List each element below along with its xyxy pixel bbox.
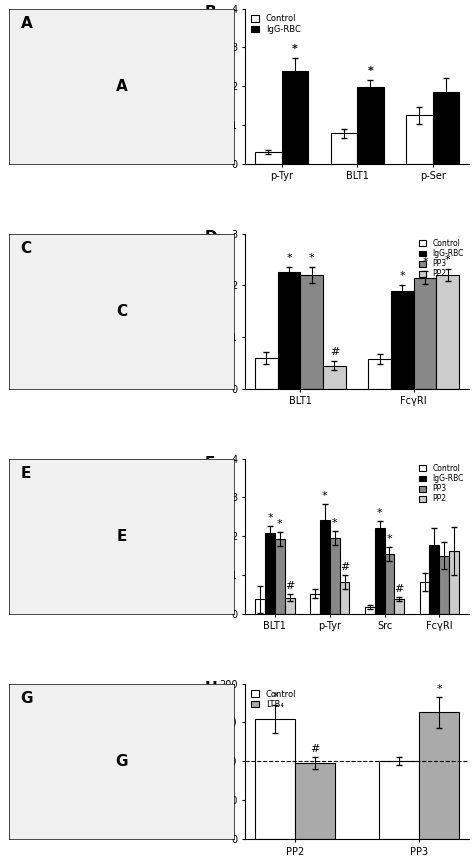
Text: *: * [377,508,383,518]
Bar [406,116,433,163]
Text: *: * [277,520,283,529]
Text: #: # [340,562,349,572]
Text: D: D [205,230,217,246]
Text: *: * [387,533,392,544]
Bar [255,599,265,614]
Text: *: * [422,257,428,267]
Y-axis label: Phagocytosis (% of control): Phagocytosis (% of control) [207,699,216,823]
Bar [391,290,414,389]
Bar [282,71,308,163]
Bar [323,366,346,389]
Bar [374,527,384,614]
Bar [368,359,391,389]
Text: *: * [286,253,292,263]
Bar [439,556,449,614]
Legend: Control, LTB₄: Control, LTB₄ [249,688,298,710]
Text: H: H [205,681,218,696]
Bar [437,275,459,389]
Text: *: * [292,44,298,54]
Text: F: F [205,455,215,471]
Text: #: # [330,348,339,357]
Bar [394,599,404,614]
Text: *: * [332,518,337,528]
Bar [265,533,275,614]
Text: *: * [367,66,373,76]
Bar [295,763,335,839]
Text: *: * [400,271,405,281]
Text: *: * [272,692,278,702]
Bar [255,152,282,163]
Bar [357,87,383,163]
Legend: Control, IgG-RBC, PP3, PP2: Control, IgG-RBC, PP3, PP2 [417,462,465,505]
Text: G: G [21,692,33,706]
Y-axis label: Protein distribution
(LR/Non-LR ratio): Protein distribution (LR/Non-LR ratio) [209,493,228,580]
Text: A: A [21,16,32,32]
Bar [384,554,394,614]
Text: #: # [285,581,294,591]
Y-axis label: Protein distribution
(LR/Non-LR ratio): Protein distribution (LR/Non-LR ratio) [209,43,228,129]
Bar [380,761,419,839]
Text: B: B [205,5,216,21]
Text: *: * [322,490,328,501]
Text: E: E [117,529,127,544]
Bar [320,520,330,614]
Text: *: * [267,513,273,523]
Bar [331,134,357,163]
Text: *: * [309,253,315,263]
Y-axis label: Receptor distribution
(LR/NonLR ratio): Receptor distribution (LR/NonLR ratio) [209,264,228,359]
Bar [433,92,459,163]
Bar [275,539,285,614]
Bar [429,544,439,614]
Bar [285,597,295,614]
Bar [365,607,374,614]
Legend: Control, IgG-RBC, PP3, PP2: Control, IgG-RBC, PP3, PP2 [417,237,465,280]
Text: A: A [116,79,128,93]
Bar [330,538,339,614]
Text: #: # [310,744,319,753]
Text: G: G [115,754,128,769]
Bar [255,358,278,389]
Bar [301,275,323,389]
Bar [414,277,437,389]
Text: *: * [437,684,442,693]
Text: #: # [395,584,404,594]
Bar [449,551,459,614]
Text: C: C [116,304,127,318]
Bar [255,718,295,839]
Text: *: * [445,254,451,265]
Text: C: C [21,241,32,256]
Legend: Control, IgG-RBC: Control, IgG-RBC [249,13,302,36]
Bar [419,712,459,839]
Bar [339,582,349,614]
Text: E: E [21,467,31,481]
Bar [310,594,320,614]
Bar [419,582,429,614]
Bar [278,272,301,389]
